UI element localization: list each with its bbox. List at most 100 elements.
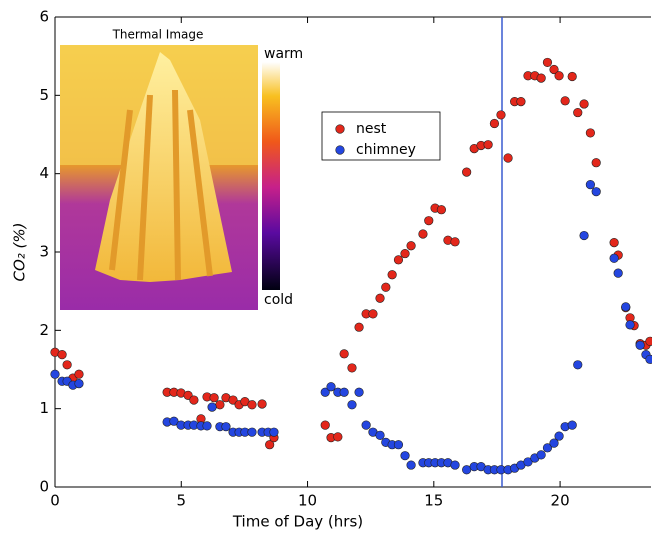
data-point bbox=[573, 360, 583, 370]
y-tick-label: 5 bbox=[39, 86, 49, 104]
data-point bbox=[74, 369, 84, 379]
data-point bbox=[436, 205, 446, 215]
data-point bbox=[609, 238, 619, 248]
data-point bbox=[207, 402, 217, 412]
thermal-ridge bbox=[172, 89, 181, 281]
data-point bbox=[354, 322, 364, 332]
data-point bbox=[549, 64, 559, 75]
data-point bbox=[613, 268, 623, 278]
data-point bbox=[489, 118, 500, 129]
data-point bbox=[450, 237, 460, 247]
data-point bbox=[645, 354, 652, 364]
data-point bbox=[591, 158, 601, 168]
data-point bbox=[400, 248, 410, 259]
data-point bbox=[387, 270, 397, 280]
data-point bbox=[339, 349, 349, 359]
data-point bbox=[326, 382, 336, 392]
data-point bbox=[585, 128, 595, 138]
data-point bbox=[74, 379, 84, 389]
data-point bbox=[579, 99, 589, 109]
data-point bbox=[269, 427, 279, 437]
data-point bbox=[347, 363, 357, 373]
data-point bbox=[536, 450, 546, 460]
data-point bbox=[221, 422, 231, 432]
inset-title: Thermal Image bbox=[112, 28, 204, 42]
legend-marker bbox=[335, 124, 345, 134]
data-point bbox=[462, 167, 472, 177]
colorbar-label: cold bbox=[264, 292, 293, 308]
data-point bbox=[536, 73, 546, 83]
data-point bbox=[209, 393, 219, 403]
y-tick-label: 0 bbox=[39, 478, 49, 496]
y-tick-label: 3 bbox=[39, 243, 49, 261]
data-point bbox=[228, 395, 238, 405]
data-point bbox=[542, 57, 553, 68]
data-point bbox=[393, 255, 404, 265]
data-point bbox=[516, 96, 526, 107]
data-point bbox=[621, 302, 631, 312]
data-point bbox=[635, 340, 645, 350]
data-point bbox=[375, 430, 385, 440]
data-point bbox=[189, 395, 199, 405]
data-point bbox=[202, 421, 212, 431]
data-point bbox=[368, 309, 378, 319]
thermal-ridge bbox=[187, 109, 213, 277]
data-point bbox=[354, 387, 364, 397]
x-axis-label: Time of Day (hrs) bbox=[232, 513, 363, 531]
data-point bbox=[503, 153, 513, 163]
data-point bbox=[645, 336, 652, 346]
data-point bbox=[573, 107, 583, 118]
data-point bbox=[361, 420, 371, 430]
legend-marker bbox=[335, 145, 345, 155]
data-point bbox=[579, 230, 589, 241]
data-point bbox=[247, 400, 257, 410]
data-point bbox=[450, 460, 460, 470]
data-point bbox=[375, 293, 385, 303]
data-point bbox=[483, 140, 493, 150]
data-point bbox=[247, 427, 257, 437]
y-tick-label: 1 bbox=[39, 399, 49, 417]
data-point bbox=[339, 387, 349, 397]
data-point bbox=[496, 110, 506, 120]
y-tick-label: 2 bbox=[39, 321, 49, 339]
thermal-inset: Thermal Image warm cold bbox=[60, 28, 303, 310]
data-point bbox=[554, 431, 564, 441]
data-point bbox=[347, 400, 357, 410]
data-point bbox=[265, 440, 275, 450]
x-tick-label: 15 bbox=[424, 492, 443, 510]
data-point bbox=[560, 96, 570, 106]
y-tick-label: 6 bbox=[39, 8, 49, 26]
data-point bbox=[567, 420, 577, 430]
data-point bbox=[542, 443, 553, 453]
data-point bbox=[591, 187, 601, 197]
x-tick-label: 5 bbox=[176, 492, 186, 510]
data-point bbox=[257, 399, 267, 409]
data-point bbox=[215, 400, 225, 410]
data-point bbox=[62, 360, 72, 370]
data-point bbox=[381, 282, 391, 292]
data-point bbox=[625, 320, 635, 330]
data-point bbox=[333, 432, 343, 442]
data-point bbox=[406, 460, 416, 470]
data-point bbox=[567, 71, 577, 82]
x-tick-label: 20 bbox=[551, 492, 570, 510]
thermal-ridge bbox=[109, 109, 133, 271]
y-axis-label: CO₂ (%) bbox=[11, 222, 29, 281]
data-point bbox=[585, 180, 595, 190]
colorbar bbox=[262, 62, 280, 290]
thermal-nest bbox=[95, 52, 232, 282]
legend-label: nest bbox=[356, 121, 387, 137]
x-tick-label: 10 bbox=[298, 492, 317, 510]
data-point bbox=[393, 440, 404, 450]
data-point bbox=[320, 387, 330, 397]
data-point bbox=[169, 416, 179, 426]
data-point bbox=[523, 457, 533, 467]
data-point bbox=[400, 451, 410, 461]
data-point bbox=[406, 241, 416, 251]
data-point bbox=[424, 216, 434, 226]
data-point bbox=[609, 253, 619, 263]
y-tick-label: 4 bbox=[39, 164, 49, 182]
thermal-ridge bbox=[137, 94, 153, 281]
